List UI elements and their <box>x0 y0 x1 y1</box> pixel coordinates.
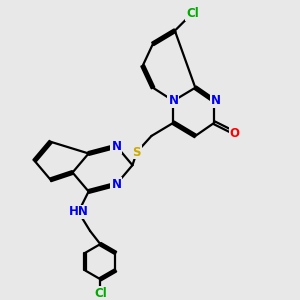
Text: N: N <box>111 140 122 153</box>
Text: O: O <box>230 127 240 140</box>
Text: S: S <box>133 146 141 158</box>
Text: N: N <box>211 94 221 107</box>
Text: Cl: Cl <box>186 7 199 20</box>
Text: HN: HN <box>68 206 88 218</box>
Text: N: N <box>168 94 178 107</box>
Text: N: N <box>111 178 122 191</box>
Text: Cl: Cl <box>94 287 107 300</box>
